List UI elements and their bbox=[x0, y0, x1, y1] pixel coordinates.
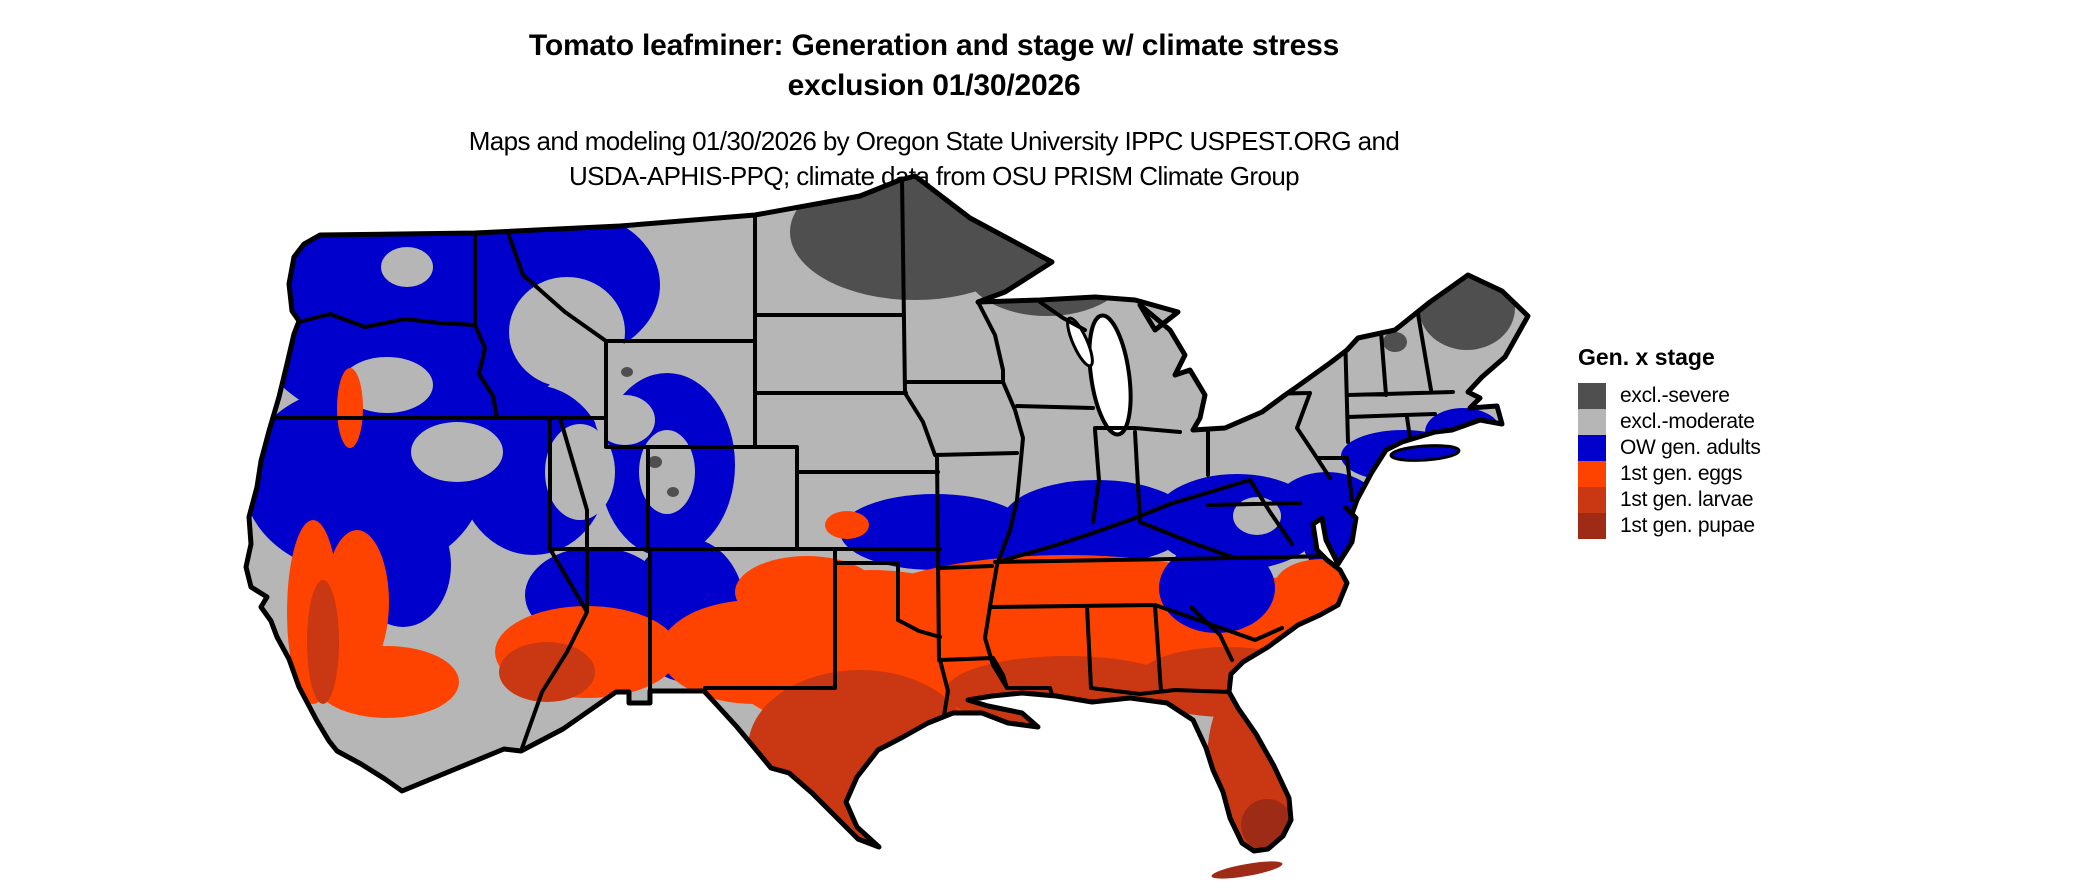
legend: Gen. x stage excl.-severe excl.-moderate O… bbox=[1578, 344, 1761, 539]
lake-michigan bbox=[1087, 313, 1133, 437]
us-outline bbox=[243, 173, 1531, 854]
legend-swatch bbox=[1578, 383, 1606, 409]
legend-swatch bbox=[1578, 435, 1606, 461]
legend-item: OW gen. adults bbox=[1578, 435, 1761, 461]
legend-item: 1st gen. larvae bbox=[1578, 487, 1761, 513]
long-island bbox=[1389, 444, 1461, 462]
page-title: Tomato leafminer: Generation and stage w… bbox=[0, 26, 1868, 106]
green-bay bbox=[1066, 316, 1094, 368]
legend-item: 1st gen. pupae bbox=[1578, 513, 1761, 539]
legend-item: excl.-severe bbox=[1578, 383, 1761, 409]
title-line-1: Tomato leafminer: Generation and stage w… bbox=[528, 29, 1340, 62]
legend-swatch bbox=[1578, 487, 1606, 513]
legend-swatch bbox=[1578, 409, 1606, 435]
map-figure bbox=[235, 170, 1545, 890]
subtitle-line-1: Maps and modeling 01/30/2026 by Oregon S… bbox=[468, 126, 1400, 156]
legend-swatch bbox=[1578, 461, 1606, 487]
title-line-2: exclusion 01/30/2026 bbox=[787, 69, 1081, 102]
florida-keys bbox=[1211, 861, 1283, 879]
legend-label: 1st gen. eggs bbox=[1620, 462, 1743, 485]
legend-title: Gen. x stage bbox=[1578, 344, 1715, 370]
legend-rows: excl.-severe excl.-moderate OW gen. adults… bbox=[1578, 383, 1761, 539]
subtitle-line-2: USDA-APHIS-PPQ; climate data from OSU PR… bbox=[568, 161, 1300, 191]
legend-label: excl.-moderate bbox=[1620, 410, 1755, 433]
legend-item: excl.-moderate bbox=[1578, 409, 1761, 435]
legend-label: excl.-severe bbox=[1620, 384, 1730, 407]
legend-label: OW gen. adults bbox=[1620, 436, 1761, 459]
legend-swatch bbox=[1578, 513, 1606, 539]
legend-label: 1st gen. larvae bbox=[1620, 488, 1754, 511]
page-subtitle: Maps and modeling 01/30/2026 by Oregon S… bbox=[0, 124, 1868, 194]
state-borders bbox=[249, 176, 1455, 753]
legend-item: 1st gen. eggs bbox=[1578, 461, 1761, 487]
us-map bbox=[243, 173, 1531, 879]
legend-label: 1st gen. pupae bbox=[1620, 514, 1755, 537]
